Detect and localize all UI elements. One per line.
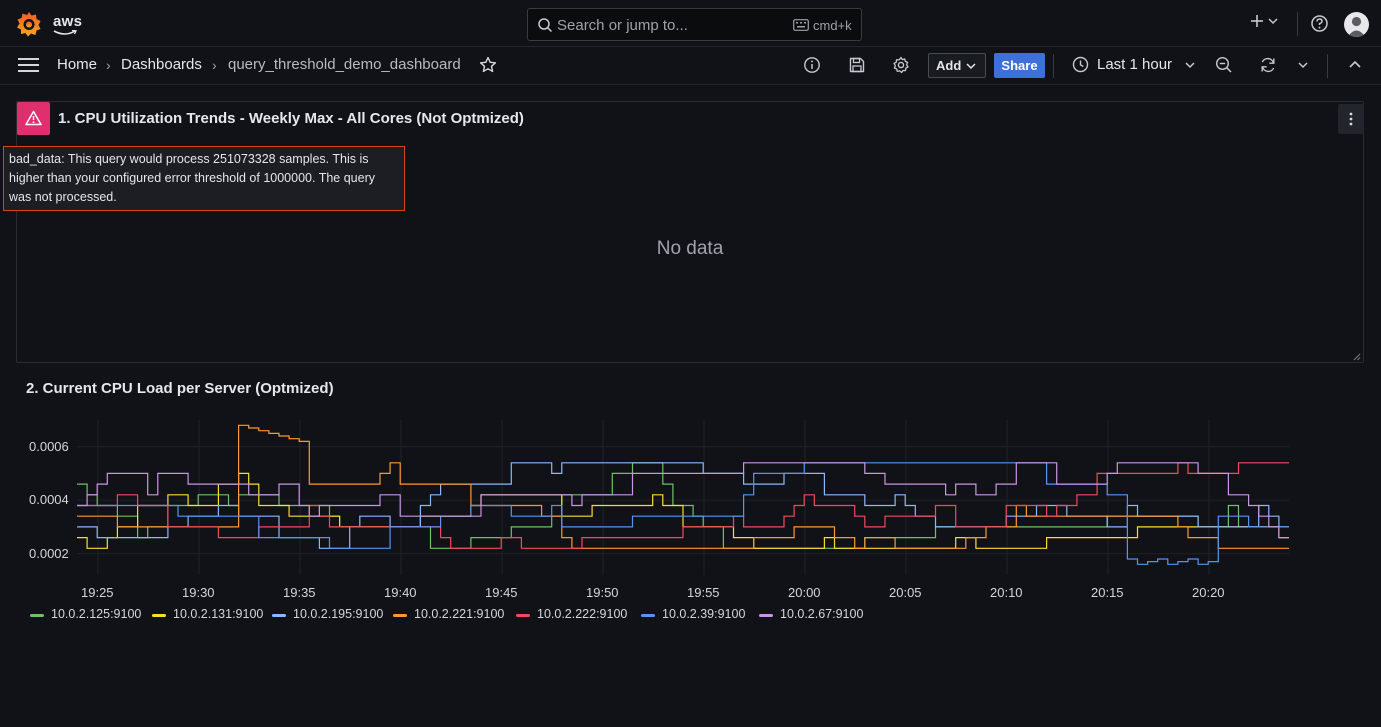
- x-tick-label: 20:15: [1091, 585, 1124, 600]
- series-line-10.0.2.67:9100[interactable]: [77, 462, 1289, 539]
- search-placeholder: Search or jump to...: [557, 17, 688, 34]
- x-tick-label: 19:30: [182, 585, 215, 600]
- x-tick-label: 19:35: [283, 585, 316, 600]
- panel-error-badge[interactable]: [17, 102, 50, 135]
- star-icon[interactable]: [479, 56, 497, 74]
- add-button[interactable]: Add: [928, 53, 986, 78]
- aws-brand: aws: [53, 13, 83, 30]
- panel-cpu-utilization-trends: [16, 101, 1364, 363]
- chevron-down-icon[interactable]: [1298, 61, 1308, 69]
- chevron-down-icon: [966, 63, 976, 70]
- series-line-10.0.2.131:9100[interactable]: [77, 472, 1289, 549]
- cpu-load-timeseries-chart[interactable]: [0, 400, 1381, 600]
- legend-label: 10.0.2.221:9100: [414, 607, 505, 621]
- menu-icon[interactable]: [18, 57, 39, 73]
- grafana-logo-icon[interactable]: [16, 11, 42, 37]
- x-tick-label: 19:50: [586, 585, 619, 600]
- legend-label: 10.0.2.222:9100: [537, 607, 628, 621]
- series-line-10.0.2.221:9100[interactable]: [77, 424, 1289, 549]
- refresh-icon[interactable]: [1259, 56, 1277, 74]
- search-icon: [538, 18, 553, 33]
- chevron-up-icon[interactable]: [1349, 60, 1361, 70]
- info-icon[interactable]: [803, 56, 821, 74]
- legend-swatch: [641, 614, 655, 617]
- clock-icon[interactable]: [1072, 56, 1089, 73]
- time-range-picker[interactable]: Last 1 hour: [1097, 56, 1173, 73]
- y-tick-label: 0.0006: [29, 438, 69, 454]
- more-vertical-icon: [1349, 112, 1353, 126]
- search-input[interactable]: Search or jump to... cmd+k: [527, 8, 862, 41]
- zoom-out-icon[interactable]: [1215, 56, 1233, 74]
- series-line-10.0.2.39:9100[interactable]: [77, 462, 1289, 565]
- chevron-down-icon[interactable]: [1268, 17, 1278, 25]
- legend-swatch: [759, 614, 773, 617]
- legend-label: 10.0.2.131:9100: [173, 607, 264, 621]
- gear-icon[interactable]: [892, 56, 910, 74]
- warning-icon: [25, 110, 42, 126]
- add-button-label: Add: [936, 58, 962, 73]
- dashboard-nav-bar: Home › Dashboards › query_threshold_demo…: [0, 47, 1381, 85]
- x-tick-label: 20:00: [788, 585, 821, 600]
- search-shortcut: cmd+k: [813, 18, 852, 33]
- breadcrumb-dashboards[interactable]: Dashboards: [121, 56, 202, 73]
- breadcrumb-current: query_threshold_demo_dashboard: [228, 56, 461, 73]
- legend-swatch: [30, 614, 44, 617]
- panel-title[interactable]: 1. CPU Utilization Trends - Weekly Max -…: [58, 110, 524, 127]
- legend-swatch: [516, 614, 530, 617]
- share-button[interactable]: Share: [994, 53, 1045, 78]
- legend-label: 10.0.2.195:9100: [293, 607, 384, 621]
- keyboard-icon: [793, 19, 809, 31]
- divider: [1327, 54, 1328, 78]
- aws-smile-icon: [53, 30, 77, 35]
- divider: [1297, 12, 1298, 36]
- legend-swatch: [393, 614, 407, 617]
- legend-label: 10.0.2.125:9100: [51, 607, 142, 621]
- panel-title[interactable]: 2. Current CPU Load per Server (Optmized…: [26, 380, 334, 397]
- breadcrumb-separator: ›: [212, 57, 217, 73]
- x-tick-label: 19:40: [384, 585, 417, 600]
- no-data-message: No data: [656, 238, 724, 259]
- x-tick-label: 20:05: [889, 585, 922, 600]
- divider: [1053, 54, 1054, 78]
- avatar[interactable]: [1344, 12, 1369, 37]
- x-tick-label: 19:45: [485, 585, 518, 600]
- y-tick-label: 0.0002: [29, 545, 69, 561]
- top-bar: aws Search or jump to... cmd+k: [0, 0, 1381, 47]
- help-icon[interactable]: [1310, 14, 1329, 33]
- panel-menu-button[interactable]: [1338, 104, 1364, 134]
- breadcrumb-home[interactable]: Home: [57, 56, 98, 73]
- chevron-down-icon[interactable]: [1185, 61, 1195, 69]
- x-tick-label: 19:55: [687, 585, 720, 600]
- x-tick-label: 20:10: [990, 585, 1023, 600]
- legend-swatch: [152, 614, 166, 617]
- breadcrumb-separator: ›: [106, 57, 111, 73]
- plus-icon[interactable]: [1249, 13, 1265, 29]
- legend-label: 10.0.2.67:9100: [780, 607, 864, 621]
- error-tooltip: bad_data: This query would process 25107…: [3, 146, 405, 211]
- x-tick-label: 20:20: [1192, 585, 1225, 600]
- x-tick-label: 19:25: [81, 585, 114, 600]
- resize-handle-icon[interactable]: [1353, 353, 1361, 361]
- legend-label: 10.0.2.39:9100: [662, 607, 746, 621]
- save-icon[interactable]: [848, 56, 866, 74]
- y-tick-label: 0.0004: [29, 492, 69, 508]
- legend-swatch: [272, 614, 286, 617]
- series-line-10.0.2.222:9100[interactable]: [77, 462, 1289, 549]
